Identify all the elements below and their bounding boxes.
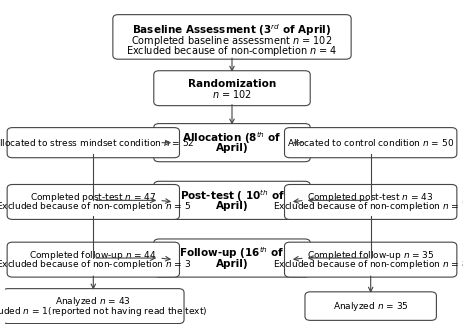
FancyBboxPatch shape: [284, 184, 456, 219]
Text: April): April): [215, 201, 248, 211]
FancyBboxPatch shape: [153, 124, 310, 162]
Text: Completed follow-up $n$ = 44: Completed follow-up $n$ = 44: [29, 249, 157, 262]
Text: Excluded $n$ = 1(reported not having read the text): Excluded $n$ = 1(reported not having rea…: [0, 304, 207, 318]
Text: Completed post-test $n$ = 47: Completed post-test $n$ = 47: [30, 191, 156, 204]
Text: Baseline Assessment (3$^{rd}$ of April): Baseline Assessment (3$^{rd}$ of April): [132, 22, 331, 38]
FancyBboxPatch shape: [284, 128, 456, 158]
Text: Randomization: Randomization: [188, 78, 275, 89]
FancyBboxPatch shape: [7, 184, 179, 219]
FancyBboxPatch shape: [113, 15, 350, 59]
FancyBboxPatch shape: [153, 181, 310, 219]
Text: Allocated to control condition $n$ = 50: Allocated to control condition $n$ = 50: [287, 137, 453, 148]
Text: $n$ = 102: $n$ = 102: [212, 88, 251, 100]
Text: Excluded because of non-completion $n$ = 7: Excluded because of non-completion $n$ =…: [273, 200, 463, 213]
Text: Completed baseline assessment $n$ = 102: Completed baseline assessment $n$ = 102: [131, 34, 332, 48]
FancyBboxPatch shape: [7, 128, 179, 158]
FancyBboxPatch shape: [3, 289, 184, 324]
FancyBboxPatch shape: [7, 242, 179, 277]
FancyBboxPatch shape: [153, 71, 310, 106]
Text: Analyzed $n$ = 43: Analyzed $n$ = 43: [55, 295, 131, 308]
FancyBboxPatch shape: [153, 239, 310, 277]
Text: Excluded because of non-completion $n$ = 5: Excluded because of non-completion $n$ =…: [0, 200, 190, 213]
Text: April): April): [215, 259, 248, 268]
FancyBboxPatch shape: [304, 292, 436, 320]
Text: April): April): [215, 143, 248, 153]
Text: Excluded because of non-completion $n$ = 4: Excluded because of non-completion $n$ =…: [126, 44, 337, 58]
Text: Post-test ( 10$^{th}$ of: Post-test ( 10$^{th}$ of: [179, 188, 284, 204]
Text: Completed follow-up $n$ = 35: Completed follow-up $n$ = 35: [306, 249, 434, 262]
Text: Allocation (8$^{th}$ of: Allocation (8$^{th}$ of: [182, 130, 281, 146]
FancyBboxPatch shape: [284, 242, 456, 277]
Text: Excluded because of non-completion $n$ = 3: Excluded because of non-completion $n$ =…: [0, 258, 190, 271]
Text: Completed post-test $n$ = 43: Completed post-test $n$ = 43: [307, 191, 433, 204]
Text: Excluded because of non-completion $n$ = 8: Excluded because of non-completion $n$ =…: [272, 258, 463, 271]
Text: Follow-up (16$^{th}$ of: Follow-up (16$^{th}$ of: [179, 246, 284, 261]
Text: Allocated to stress mindset condition $n$ = 52: Allocated to stress mindset condition $n…: [0, 137, 194, 148]
Text: Analyzed $n$ = 35: Analyzed $n$ = 35: [332, 300, 407, 313]
